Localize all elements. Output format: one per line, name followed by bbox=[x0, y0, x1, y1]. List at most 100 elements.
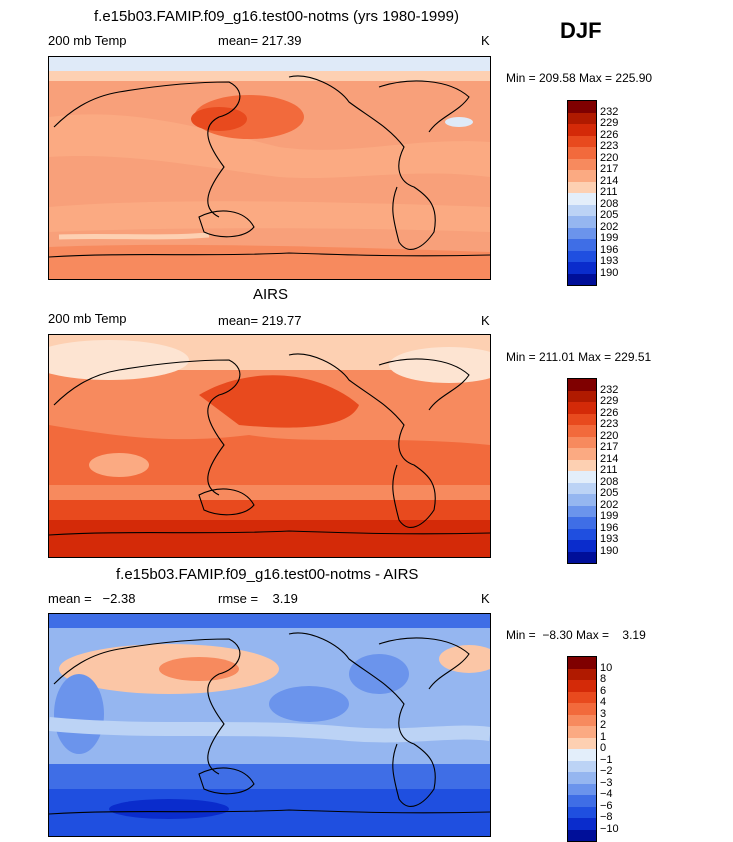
colorbar-swatch bbox=[567, 239, 597, 251]
colorbar-swatch bbox=[567, 182, 597, 194]
panel2-units: K bbox=[481, 313, 490, 328]
colorbar-tick-label: 199 bbox=[600, 233, 618, 244]
colorbar-tick-label: 8 bbox=[600, 674, 606, 685]
colorbar-swatch bbox=[567, 772, 597, 784]
colorbar-tick-label: 223 bbox=[600, 141, 618, 152]
panel2-variable-label: 200 mb Temp bbox=[48, 311, 127, 326]
colorbar-tick-label: 226 bbox=[600, 408, 618, 419]
colorbar-tick-label: 3 bbox=[600, 709, 606, 720]
colorbar-tick-label: 208 bbox=[600, 477, 618, 488]
panel1-title: f.e15b03.FAMIP.f09_g16.test00-notms (yrs… bbox=[94, 8, 459, 25]
colorbar-swatch bbox=[567, 540, 597, 552]
panel1-mean-label: mean= 217.39 bbox=[218, 33, 301, 48]
season-label: DJF bbox=[560, 18, 602, 44]
colorbar-tick-label: 202 bbox=[600, 500, 618, 511]
colorbar-swatch bbox=[567, 136, 597, 148]
colorbar-swatch bbox=[567, 193, 597, 205]
colorbar-swatch bbox=[567, 170, 597, 182]
colorbar-tick-label: 205 bbox=[600, 210, 618, 221]
colorbar-swatch bbox=[567, 425, 597, 437]
colorbar-swatch bbox=[567, 228, 597, 240]
panel1-map bbox=[48, 56, 491, 280]
colorbar-swatch bbox=[567, 669, 597, 681]
colorbar-tick-label: 6 bbox=[600, 686, 606, 697]
colorbar-swatch bbox=[567, 216, 597, 228]
colorbar-tick-label: 226 bbox=[600, 130, 618, 141]
colorbar-swatch bbox=[567, 483, 597, 495]
colorbar-tick-label: −2 bbox=[600, 766, 613, 777]
colorbar-swatch bbox=[567, 517, 597, 529]
colorbar-tick-label: 205 bbox=[600, 488, 618, 499]
colorbar-swatch bbox=[567, 159, 597, 171]
colorbar-swatch bbox=[567, 471, 597, 483]
colorbar-swatch bbox=[567, 761, 597, 773]
panel2-map bbox=[48, 334, 491, 558]
colorbar-tick-label: 211 bbox=[600, 187, 618, 198]
colorbar-tick-label: 190 bbox=[600, 546, 618, 557]
panel1-colorbar-swatches bbox=[567, 100, 597, 286]
colorbar-swatch bbox=[567, 656, 597, 669]
colorbar-swatch bbox=[567, 448, 597, 460]
colorbar-tick-label: −1 bbox=[600, 755, 613, 766]
colorbar-tick-label: 229 bbox=[600, 396, 618, 407]
colorbar-swatch bbox=[567, 274, 597, 287]
colorbar-tick-label: 1 bbox=[600, 732, 606, 743]
colorbar-tick-label: 208 bbox=[600, 199, 618, 210]
panel3-map bbox=[48, 613, 491, 837]
colorbar-tick-label: 214 bbox=[600, 454, 618, 465]
panel3-minmax: Min = −8.30 Max = 3.19 bbox=[506, 628, 646, 642]
colorbar-swatch bbox=[567, 414, 597, 426]
colorbar-tick-label: 4 bbox=[600, 697, 606, 708]
colorbar-tick-label: 229 bbox=[600, 118, 618, 129]
colorbar-tick-label: 199 bbox=[600, 511, 618, 522]
colorbar-swatch bbox=[567, 818, 597, 830]
colorbar-tick-label: 220 bbox=[600, 153, 618, 164]
colorbar-tick-label: −4 bbox=[600, 789, 613, 800]
colorbar-tick-label: 193 bbox=[600, 256, 618, 267]
panel1-units: K bbox=[481, 33, 490, 48]
panel1-variable-label: 200 mb Temp bbox=[48, 33, 127, 48]
colorbar-swatch bbox=[567, 830, 597, 842]
colorbar-swatch bbox=[567, 113, 597, 125]
colorbar-tick-label: 211 bbox=[600, 465, 618, 476]
colorbar-tick-label: 217 bbox=[600, 164, 618, 175]
panel3-rmse-label: rmse = 3.19 bbox=[218, 591, 298, 606]
colorbar-swatch bbox=[567, 726, 597, 738]
colorbar-tick-label: 0 bbox=[600, 743, 606, 754]
colorbar-swatch bbox=[567, 147, 597, 159]
colorbar-swatch bbox=[567, 784, 597, 796]
panel2-title: AIRS bbox=[253, 286, 288, 303]
colorbar-swatch bbox=[567, 680, 597, 692]
colorbar-swatch bbox=[567, 506, 597, 518]
colorbar-tick-label: −10 bbox=[600, 824, 619, 835]
colorbar-swatch bbox=[567, 391, 597, 403]
colorbar-swatch bbox=[567, 738, 597, 750]
colorbar-tick-label: 232 bbox=[600, 107, 618, 118]
colorbar-swatch bbox=[567, 703, 597, 715]
panel3-mean-label: mean = −2.38 bbox=[48, 591, 135, 606]
colorbar-tick-label: 190 bbox=[600, 268, 618, 279]
colorbar-swatch bbox=[567, 460, 597, 472]
colorbar-tick-label: 202 bbox=[600, 222, 618, 233]
panel3-units: K bbox=[481, 591, 490, 606]
colorbar-tick-label: −3 bbox=[600, 778, 613, 789]
colorbar-tick-label: 223 bbox=[600, 419, 618, 430]
colorbar-swatch bbox=[567, 378, 597, 391]
colorbar-tick-label: −8 bbox=[600, 812, 613, 823]
colorbar-tick-label: 214 bbox=[600, 176, 618, 187]
colorbar-tick-label: 196 bbox=[600, 523, 618, 534]
colorbar-swatch bbox=[567, 437, 597, 449]
panel3-colorbar-swatches bbox=[567, 656, 597, 842]
colorbar-swatch bbox=[567, 402, 597, 414]
colorbar-tick-label: 2 bbox=[600, 720, 606, 731]
colorbar-swatch bbox=[567, 749, 597, 761]
panel3-title: f.e15b03.FAMIP.f09_g16.test00-notms - AI… bbox=[116, 566, 418, 583]
colorbar-swatch bbox=[567, 807, 597, 819]
colorbar-swatch bbox=[567, 494, 597, 506]
colorbar-swatch bbox=[567, 124, 597, 136]
colorbar-tick-label: 193 bbox=[600, 534, 618, 545]
colorbar-tick-label: 10 bbox=[600, 663, 612, 674]
